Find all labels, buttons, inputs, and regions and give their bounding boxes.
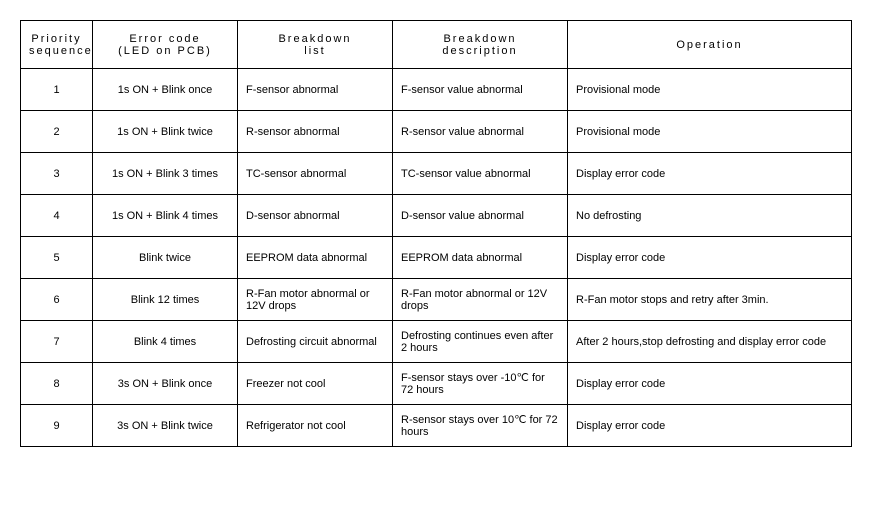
cell-breakdown-desc: EEPROM data abnormal bbox=[393, 237, 568, 279]
header-list-line2: list bbox=[246, 45, 384, 57]
header-breakdown-desc: Breakdown description bbox=[393, 21, 568, 69]
cell-error-code: 3s ON + Blink once bbox=[93, 363, 238, 405]
table-row: 11s ON + Blink onceF-sensor abnormalF-se… bbox=[21, 69, 852, 111]
cell-breakdown-desc: Defrosting continues even after 2 hours bbox=[393, 321, 568, 363]
cell-breakdown-desc: R-Fan motor abnormal or 12V drops bbox=[393, 279, 568, 321]
table-header: Priority sequence Error code (LED on PCB… bbox=[21, 21, 852, 69]
cell-breakdown-desc: D-sensor value abnormal bbox=[393, 195, 568, 237]
cell-error-code: 3s ON + Blink twice bbox=[93, 405, 238, 447]
cell-priority: 9 bbox=[21, 405, 93, 447]
table-row: 7Blink 4 timesDefrosting circuit abnorma… bbox=[21, 321, 852, 363]
cell-operation: Provisional mode bbox=[568, 69, 852, 111]
cell-error-code: 1s ON + Blink 4 times bbox=[93, 195, 238, 237]
cell-error-code: Blink twice bbox=[93, 237, 238, 279]
cell-breakdown-list: Freezer not cool bbox=[238, 363, 393, 405]
cell-breakdown-list: R-sensor abnormal bbox=[238, 111, 393, 153]
cell-breakdown-desc: F-sensor value abnormal bbox=[393, 69, 568, 111]
header-desc-line2: description bbox=[401, 45, 559, 57]
cell-operation: After 2 hours,stop defrosting and displa… bbox=[568, 321, 852, 363]
cell-breakdown-desc: F-sensor stays over -10℃ for 72 hours bbox=[393, 363, 568, 405]
cell-operation: No defrosting bbox=[568, 195, 852, 237]
cell-breakdown-list: D-sensor abnormal bbox=[238, 195, 393, 237]
cell-error-code: 1s ON + Blink once bbox=[93, 69, 238, 111]
cell-breakdown-list: EEPROM data abnormal bbox=[238, 237, 393, 279]
cell-operation: Provisional mode bbox=[568, 111, 852, 153]
table-row: 83s ON + Blink onceFreezer not coolF-sen… bbox=[21, 363, 852, 405]
header-error-line2: (LED on PCB) bbox=[101, 45, 229, 57]
table-row: 6Blink 12 timesR-Fan motor abnormal or 1… bbox=[21, 279, 852, 321]
cell-breakdown-desc: R-sensor stays over 10℃ for 72 hours bbox=[393, 405, 568, 447]
table-body: 11s ON + Blink onceF-sensor abnormalF-se… bbox=[21, 69, 852, 447]
table-row: 5Blink twiceEEPROM data abnormalEEPROM d… bbox=[21, 237, 852, 279]
cell-operation: R-Fan motor stops and retry after 3min. bbox=[568, 279, 852, 321]
cell-breakdown-list: TC-sensor abnormal bbox=[238, 153, 393, 195]
cell-breakdown-list: R-Fan motor abnormal or 12V drops bbox=[238, 279, 393, 321]
cell-priority: 1 bbox=[21, 69, 93, 111]
cell-error-code: Blink 4 times bbox=[93, 321, 238, 363]
header-row: Priority sequence Error code (LED on PCB… bbox=[21, 21, 852, 69]
header-error-line1: Error code bbox=[101, 33, 229, 45]
table-row: 93s ON + Blink twiceRefrigerator not coo… bbox=[21, 405, 852, 447]
header-error-code: Error code (LED on PCB) bbox=[93, 21, 238, 69]
cell-breakdown-desc: R-sensor value abnormal bbox=[393, 111, 568, 153]
cell-priority: 7 bbox=[21, 321, 93, 363]
header-priority-line1: Priority bbox=[29, 33, 84, 45]
cell-breakdown-list: F-sensor abnormal bbox=[238, 69, 393, 111]
cell-priority: 2 bbox=[21, 111, 93, 153]
cell-operation: Display error code bbox=[568, 363, 852, 405]
error-code-table: Priority sequence Error code (LED on PCB… bbox=[20, 20, 852, 447]
header-desc-line1: Breakdown bbox=[401, 33, 559, 45]
cell-priority: 6 bbox=[21, 279, 93, 321]
table-row: 41s ON + Blink 4 timesD-sensor abnormalD… bbox=[21, 195, 852, 237]
cell-error-code: Blink 12 times bbox=[93, 279, 238, 321]
cell-error-code: 1s ON + Blink twice bbox=[93, 111, 238, 153]
cell-operation: Display error code bbox=[568, 153, 852, 195]
cell-priority: 5 bbox=[21, 237, 93, 279]
cell-breakdown-list: Refrigerator not cool bbox=[238, 405, 393, 447]
header-priority: Priority sequence bbox=[21, 21, 93, 69]
table-row: 21s ON + Blink twiceR-sensor abnormalR-s… bbox=[21, 111, 852, 153]
cell-error-code: 1s ON + Blink 3 times bbox=[93, 153, 238, 195]
cell-priority: 3 bbox=[21, 153, 93, 195]
table-row: 31s ON + Blink 3 timesTC-sensor abnormal… bbox=[21, 153, 852, 195]
cell-priority: 8 bbox=[21, 363, 93, 405]
header-operation-label: Operation bbox=[576, 39, 843, 51]
header-priority-line2: sequence bbox=[29, 45, 84, 57]
cell-operation: Display error code bbox=[568, 405, 852, 447]
header-breakdown-list: Breakdown list bbox=[238, 21, 393, 69]
cell-breakdown-list: Defrosting circuit abnormal bbox=[238, 321, 393, 363]
cell-breakdown-desc: TC-sensor value abnormal bbox=[393, 153, 568, 195]
header-operation: Operation bbox=[568, 21, 852, 69]
header-list-line1: Breakdown bbox=[246, 33, 384, 45]
cell-operation: Display error code bbox=[568, 237, 852, 279]
cell-priority: 4 bbox=[21, 195, 93, 237]
